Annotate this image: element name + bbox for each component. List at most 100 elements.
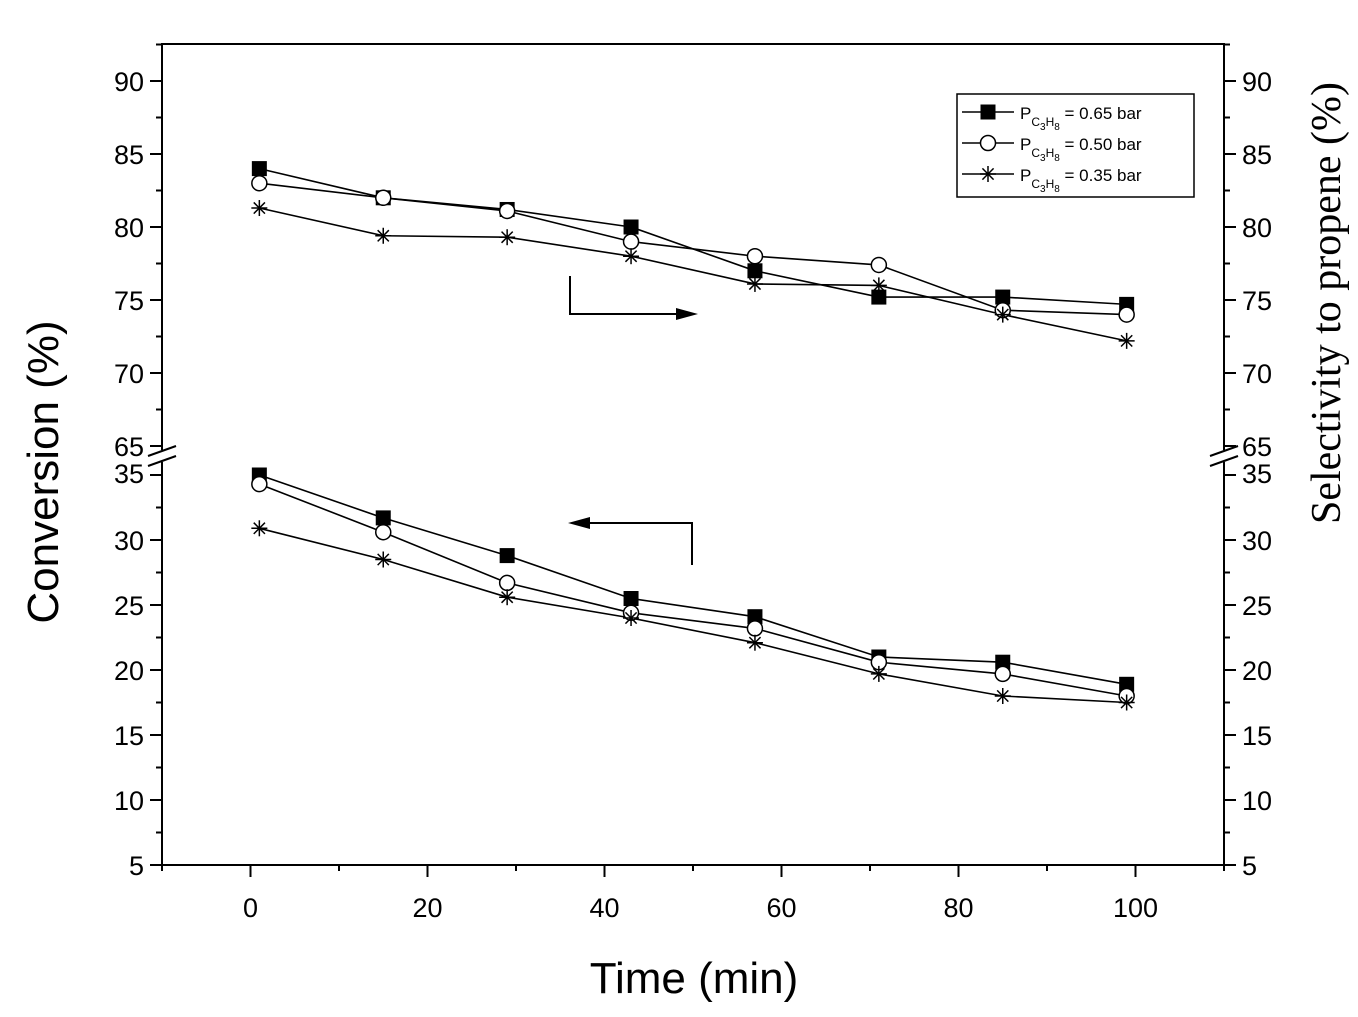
- axis-break-slash-left: [147, 445, 177, 457]
- y-right-tick-label: 75: [1242, 286, 1272, 316]
- y-right-tick-label: 85: [1242, 140, 1272, 170]
- conversion-point-series-1: [375, 510, 391, 526]
- y-left-tick-label: 90: [114, 67, 144, 97]
- asterisk-stroke: [1120, 696, 1133, 709]
- asterisk-stroke: [748, 636, 762, 649]
- selectivity-point-series-1: [251, 161, 267, 177]
- asterisk-stroke: [748, 277, 762, 291]
- selectivity-point-series-3: [251, 200, 268, 217]
- y-right-tick-label: 65: [1242, 432, 1272, 462]
- conversion-point-series-3: [994, 688, 1011, 704]
- y-right-tick-label: 5: [1242, 851, 1257, 881]
- selectivity-point-series-2: [498, 202, 516, 220]
- legend-box: [956, 93, 1195, 198]
- y-left-tick-label: 65: [114, 432, 144, 462]
- right-arrow-head: [676, 308, 698, 320]
- conversion-point-series-3: [623, 610, 640, 626]
- asterisk-stroke: [624, 250, 638, 263]
- axis-break-slash-right: [1209, 445, 1239, 457]
- legend-label: PC3H8 = 0.50 bar: [1020, 135, 1142, 164]
- selectivity-point-series-2: [1118, 306, 1135, 323]
- y-right-tick-label: 30: [1242, 526, 1272, 556]
- asterisk-stroke: [981, 167, 995, 181]
- y-right-tick-label: 70: [1242, 359, 1272, 389]
- y-left-tick-label: 85: [114, 140, 144, 170]
- conversion-line-series-2: [259, 483, 1127, 697]
- selectivity-point-series-3: [499, 229, 516, 246]
- asterisk-stroke: [996, 308, 1009, 321]
- y-right-tick-label: 10: [1242, 786, 1272, 816]
- legend-marker: [980, 104, 996, 120]
- asterisk-stroke: [377, 229, 390, 242]
- asterisk-stroke: [501, 231, 514, 244]
- y-right-tick-label: 25: [1242, 591, 1272, 621]
- legend-label: PC3H8 = 0.65 bar: [1020, 104, 1142, 133]
- left-arrow-shaft: [586, 522, 693, 565]
- asterisk-stroke: [501, 591, 514, 604]
- axis-break-slash-left: [147, 455, 177, 467]
- selectivity-line-series-3: [259, 207, 1127, 342]
- conversion-point-series-3: [870, 665, 887, 682]
- asterisk-stroke: [253, 522, 266, 535]
- y-right-tick-label: 80: [1242, 213, 1272, 243]
- axis-break-marks: [147, 445, 1239, 467]
- conversion-point-series-3: [746, 634, 763, 651]
- conversion-point-series-2: [251, 475, 268, 493]
- y-axis-title-left: Conversion (%): [19, 320, 68, 623]
- conversion-point-series-3: [499, 589, 516, 606]
- direction-arrows: [568, 276, 698, 565]
- y-right-tick-label: 35: [1242, 459, 1272, 489]
- selectivity-point-series-2: [251, 174, 268, 192]
- legend-label: PC3H8 = 0.35 bar: [1020, 166, 1142, 195]
- asterisk-stroke: [872, 279, 885, 292]
- selectivity-point-series-1: [623, 219, 639, 235]
- x-tick-label: 60: [766, 893, 796, 923]
- selectivity-point-series-3: [870, 277, 887, 294]
- selectivity-point-series-2: [375, 189, 392, 207]
- conversion-point-series-3: [375, 551, 392, 568]
- x-tick-label: 80: [943, 893, 973, 923]
- y-left-tick-label: 25: [114, 591, 144, 621]
- axis-break-slash-right: [1209, 455, 1239, 467]
- selectivity-point-series-3: [623, 248, 640, 265]
- conversion-point-series-1: [499, 548, 515, 564]
- conversion-point-series-2: [746, 620, 764, 637]
- conversion-point-series-2: [498, 574, 516, 592]
- selectivity-point-series-2: [870, 256, 888, 274]
- asterisk-stroke: [377, 553, 390, 566]
- selectivity-point-series-3: [375, 227, 392, 244]
- y-right-tick-label: 90: [1242, 67, 1272, 97]
- series-markers: [251, 161, 1135, 711]
- asterisk-stroke: [624, 611, 638, 625]
- y-left-tick-label: 70: [114, 359, 144, 389]
- y-left-tick-label: 5: [129, 851, 144, 881]
- y-axis-title-right: Selectivity to propene (%): [1304, 82, 1350, 524]
- selectivity-point-series-3: [1118, 332, 1135, 349]
- conversion-point-series-1: [623, 591, 639, 606]
- legend-marker: [979, 134, 997, 152]
- selectivity-point-series-2: [746, 247, 764, 265]
- conversion-point-series-3: [1118, 694, 1135, 711]
- conversion-point-series-2: [375, 523, 392, 541]
- right-arrow-shaft: [569, 276, 680, 315]
- selectivity-point-series-2: [622, 233, 640, 250]
- series-lines: [259, 167, 1127, 704]
- asterisk-stroke: [996, 689, 1009, 703]
- y-left-tick-label: 75: [114, 286, 144, 316]
- selectivity-line-series-2: [259, 182, 1127, 316]
- asterisk-stroke: [872, 667, 885, 681]
- x-tick-label: 0: [243, 893, 258, 923]
- y-left-tick-label: 20: [114, 656, 144, 686]
- y-right-tick-label: 20: [1242, 656, 1272, 686]
- asterisk-stroke: [253, 201, 266, 215]
- conversion-line-series-3: [259, 527, 1127, 704]
- x-tick-label: 20: [412, 893, 442, 923]
- left-arrow-head: [568, 517, 590, 529]
- y-right-tick-label: 15: [1242, 721, 1272, 751]
- y-left-tick-label: 15: [114, 721, 144, 751]
- conversion-point-series-2: [994, 665, 1011, 683]
- selectivity-point-series-3: [994, 306, 1011, 323]
